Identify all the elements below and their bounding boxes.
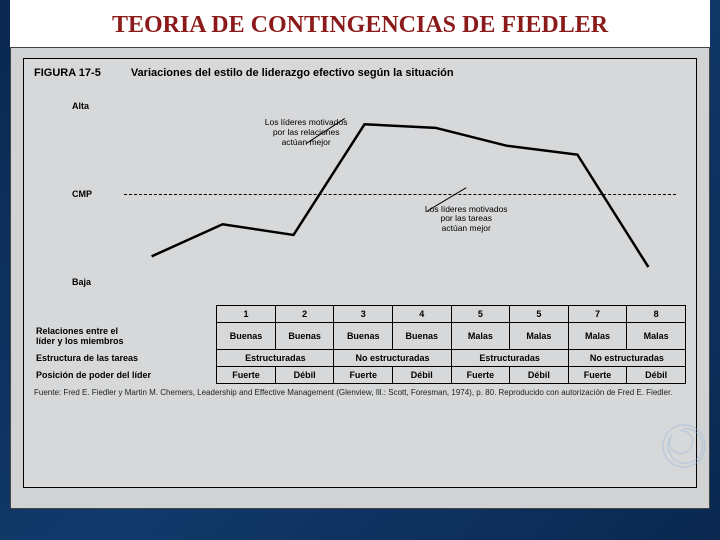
col-header-1: 1 <box>217 306 276 323</box>
page-title-text: TEORIA DE CONTINGENCIAS DE FIEDLER <box>112 12 608 38</box>
cell-r0-c7: Malas <box>627 323 686 350</box>
cell-r2-c6: Fuerte <box>568 366 627 383</box>
ytick-bottom: Baja <box>72 277 91 287</box>
cell-r0-c0: Buenas <box>217 323 276 350</box>
cell-r2-c0: Fuerte <box>217 366 276 383</box>
row-label-0: Relaciones entre el líder y los miembros <box>34 323 217 350</box>
col-header-8: 8 <box>627 306 686 323</box>
ytick-top: Alta <box>72 101 89 111</box>
figure-caption: Fuente: Fred E. Fiedler y Martin M. Chem… <box>34 388 686 398</box>
figure-title: Variaciones del estilo de liderazgo efec… <box>131 67 454 79</box>
cell-r2-c5: Débil <box>510 366 569 383</box>
figure-number: FIGURA 17-5 <box>34 67 101 79</box>
col-header-5: 5 <box>451 306 510 323</box>
ytick-mid: CMP <box>72 189 92 199</box>
figure-frame: FIGURA 17-5 Variaciones del estilo de li… <box>23 58 697 488</box>
cell-r0-c2: Buenas <box>334 323 393 350</box>
cell-r0-c4: Malas <box>451 323 510 350</box>
col-header-4: 4 <box>392 306 451 323</box>
cell-r2-c7: Débil <box>627 366 686 383</box>
cell-r2-c2: Fuerte <box>334 366 393 383</box>
cell-r0-c1: Buenas <box>275 323 334 350</box>
cell-r1-c1: No estructuradas <box>334 349 451 366</box>
page-title: TEORIA DE CONTINGENCIAS DE FIEDLER <box>10 0 710 47</box>
cell-r1-c2: Estructuradas <box>451 349 568 366</box>
cell-r1-c0: Estructuradas <box>217 349 334 366</box>
col-header-6: 5 <box>510 306 569 323</box>
col-header-2: 2 <box>275 306 334 323</box>
chart-area: Alta CMP Baja Los líderes motivados por … <box>124 89 676 299</box>
cell-r2-c1: Débil <box>275 366 334 383</box>
factors-table: 12345578Relaciones entre el líder y los … <box>34 305 686 384</box>
cell-r0-c3: Buenas <box>392 323 451 350</box>
col-header-3: 3 <box>334 306 393 323</box>
cell-r0-c5: Malas <box>510 323 569 350</box>
cell-r1-c3: No estructuradas <box>568 349 685 366</box>
figure-container: FIGURA 17-5 Variaciones del estilo de li… <box>10 47 710 509</box>
row-label-2: Posición de poder del líder <box>34 366 217 383</box>
cell-r0-c6: Malas <box>568 323 627 350</box>
line-chart-svg <box>124 89 676 299</box>
cell-r2-c4: Fuerte <box>451 366 510 383</box>
cell-r2-c3: Débil <box>392 366 451 383</box>
col-header-7: 7 <box>568 306 627 323</box>
figure-header: FIGURA 17-5 Variaciones del estilo de li… <box>34 67 686 79</box>
row-label-empty <box>34 306 217 323</box>
row-label-1: Estructura de las tareas <box>34 349 217 366</box>
